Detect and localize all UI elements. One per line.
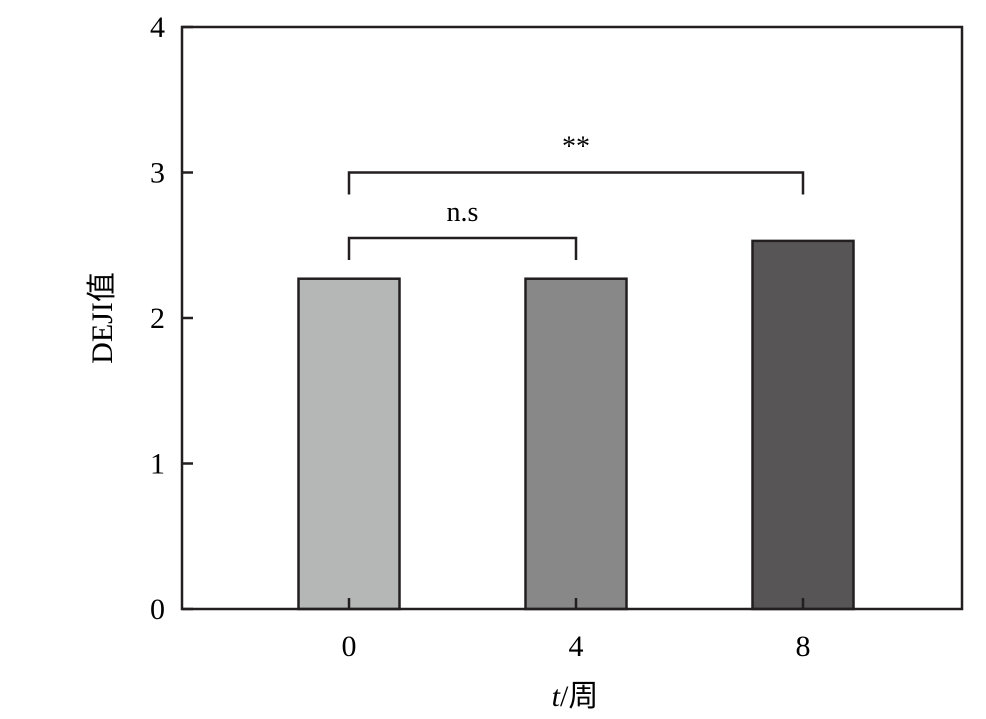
bars-group (297, 239, 855, 611)
bar-0 (297, 277, 401, 611)
significance-bracket (347, 236, 578, 260)
x-axis-title-unit: /周 (560, 680, 598, 713)
x-tick-label: 4 (569, 630, 584, 663)
y-tick-label: 4 (150, 11, 165, 44)
y-tick-label: 2 (150, 302, 165, 335)
bar-8 (751, 239, 855, 611)
x-tick-label: 0 (342, 630, 357, 663)
y-axis: 0 1 2 3 4 (150, 11, 193, 626)
x-axis-title-variable: t (552, 680, 561, 713)
y-tick-label: 0 (150, 593, 165, 626)
x-axis-title: t/周 (552, 680, 599, 713)
x-axis: 0 4 8 (342, 598, 811, 663)
significance-brackets: n.s ** (347, 132, 805, 260)
significance-label: n.s (447, 197, 479, 228)
x-tick-label: 8 (796, 630, 811, 663)
y-axis-title: DEJI值 (86, 272, 119, 364)
significance-label: ** (562, 132, 590, 163)
significance-bracket (347, 171, 805, 195)
y-tick-label: 3 (150, 157, 165, 190)
y-tick-label: 1 (150, 448, 165, 481)
bar-4 (524, 277, 628, 611)
